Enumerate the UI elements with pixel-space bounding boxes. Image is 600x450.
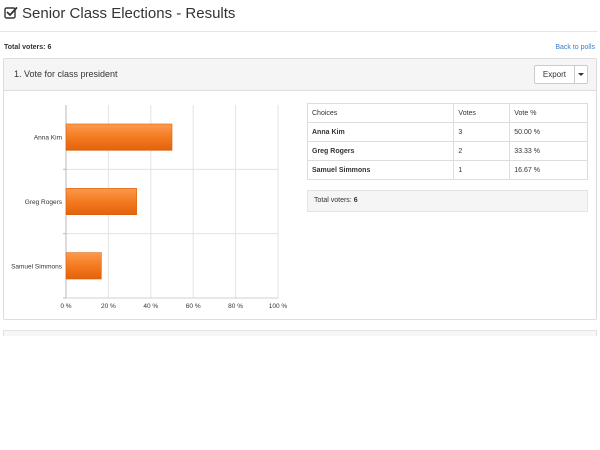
table-row: Samuel Simmons 1 16.67 % — [306, 160, 588, 180]
total-voters: Total voters: 6 — [4, 44, 51, 51]
title-divider — [0, 31, 598, 32]
row-choice: Anna Kim — [306, 122, 455, 142]
chart-bar — [65, 252, 102, 280]
page-title-text: Senior Class Elections - Results — [22, 4, 236, 22]
table-row: Anna Kim 3 50.00 % — [306, 122, 588, 142]
header-votes: Votes — [453, 103, 511, 123]
chart-x-tick-label: 60 % — [186, 303, 201, 310]
question-title: 1. Vote for class president — [14, 69, 118, 79]
row-votes: 2 — [453, 141, 511, 161]
row-pct: 50.00 % — [509, 122, 588, 142]
row-votes: 1 — [453, 160, 511, 180]
total-voters-label: Total voters: — [4, 44, 46, 51]
page-title: Senior Class Elections - Results — [4, 3, 235, 23]
results-chart: Anna Kim Greg Rogers Samuel Simmons 0 % 20 %… — [11, 105, 288, 310]
row-choice: Greg Rogers — [306, 141, 455, 161]
table-header-row: Choices Votes Vote % — [306, 103, 588, 123]
results-table: Choices Votes Vote % Anna Kim 3 50.00 % … — [306, 103, 588, 180]
table-total-voters: Total voters: 6 — [307, 190, 588, 212]
chart-category-label: Samuel Simmons — [11, 263, 63, 270]
chart-category-label: Anna Kim — [34, 135, 62, 142]
next-question-panel — [3, 330, 597, 336]
chart-bar — [65, 123, 173, 151]
bar-chart-svg: Anna Kim Greg Rogers Samuel Simmons 0 % 20 %… — [11, 105, 288, 310]
export-button[interactable]: Export — [535, 66, 575, 83]
chart-x-tick-label: 20 % — [101, 303, 116, 310]
table-row: Greg Rogers 2 33.33 % — [306, 141, 588, 161]
chart-category-label: Greg Rogers — [25, 199, 63, 206]
caret-down-icon — [578, 73, 584, 76]
table-total-voters-value: 6 — [353, 197, 358, 204]
chart-x-tick-label: 0 % — [60, 303, 71, 310]
back-to-polls-link[interactable]: Back to polls — [555, 44, 595, 51]
chart-x-tick-label: 40 % — [143, 303, 158, 310]
row-choice: Samuel Simmons — [306, 160, 455, 180]
header-choices: Choices — [306, 103, 455, 123]
table-total-voters-label: Total voters: — [314, 197, 352, 204]
chart-x-tick-label: 80 % — [228, 303, 243, 310]
chart-bar — [65, 188, 137, 215]
total-voters-value: 6 — [47, 44, 52, 51]
export-button-group: Export — [533, 65, 588, 84]
row-pct: 16.67 % — [509, 160, 588, 180]
check-square-icon — [4, 7, 18, 19]
question-panel: 1. Vote for class president Export — [3, 58, 597, 320]
header-vote-pct: Vote % — [509, 103, 588, 123]
question-heading: 1. Vote for class president Export — [4, 59, 596, 91]
row-pct: 33.33 % — [509, 141, 588, 161]
chart-x-tick-label: 100 % — [269, 303, 288, 310]
row-votes: 3 — [453, 122, 511, 142]
export-dropdown-toggle[interactable] — [575, 66, 587, 83]
